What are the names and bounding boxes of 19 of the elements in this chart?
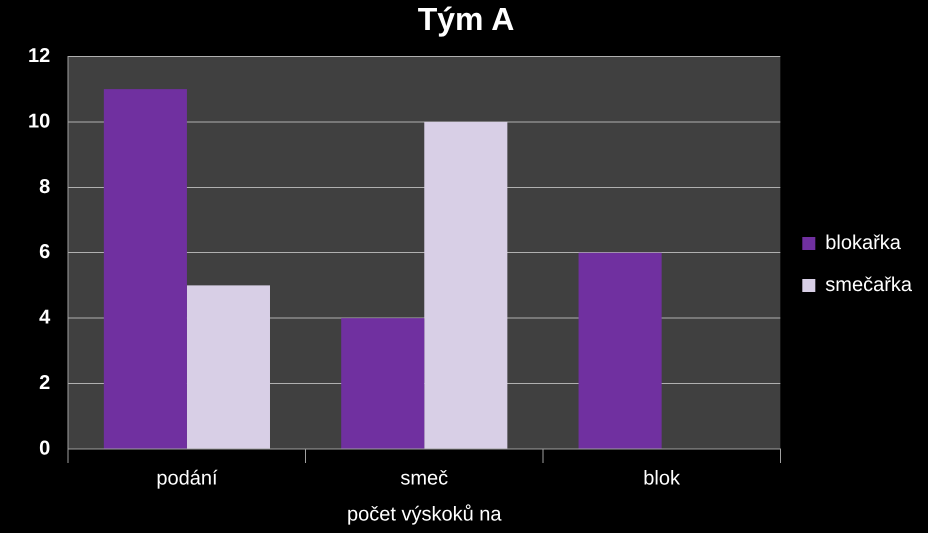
y-tick-label: 12: [28, 44, 50, 67]
bar: [341, 318, 424, 448]
bar: [104, 89, 187, 448]
x-tick-label: smeč: [400, 468, 448, 490]
y-tick-label: 8: [39, 176, 50, 198]
bar: [186, 285, 270, 448]
legend-label: blokařka: [825, 232, 902, 254]
legend-label: smečařka: [825, 274, 913, 296]
y-tick-label: 10: [28, 110, 50, 132]
x-tick-label: blok: [643, 468, 681, 490]
chart-title: Tým A: [418, 1, 514, 38]
y-tick-label: 4: [39, 306, 52, 329]
y-tick-label: 0: [39, 438, 50, 460]
y-tick-label: 6: [39, 241, 50, 264]
x-axis-title: počet výskoků na: [347, 504, 502, 526]
bar: [424, 122, 508, 448]
x-tick-label: podání: [156, 468, 218, 490]
y-tick-label: 2: [39, 372, 50, 394]
bar: [578, 252, 662, 448]
